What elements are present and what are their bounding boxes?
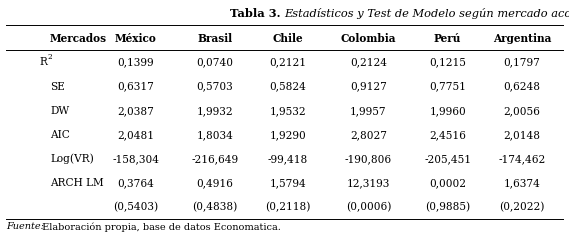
Text: 2,0148: 2,0148 — [504, 130, 541, 140]
Text: Tabla 3.: Tabla 3. — [230, 8, 284, 19]
Text: 2,4516: 2,4516 — [429, 130, 466, 140]
Text: 1,8034: 1,8034 — [196, 130, 233, 140]
Text: 0,0002: 0,0002 — [429, 178, 466, 188]
Text: 0,6248: 0,6248 — [504, 82, 541, 91]
Text: Argentina: Argentina — [493, 33, 551, 44]
Text: 0,3764: 0,3764 — [117, 178, 154, 188]
Text: 0,2121: 0,2121 — [269, 57, 306, 67]
Text: 1,9960: 1,9960 — [429, 106, 466, 116]
Text: 1,6374: 1,6374 — [504, 178, 541, 188]
Text: 2,0056: 2,0056 — [504, 106, 541, 116]
Text: Colombia: Colombia — [341, 33, 396, 44]
Text: 0,4916: 0,4916 — [196, 178, 233, 188]
Text: 2: 2 — [47, 53, 52, 61]
Text: R: R — [39, 57, 47, 67]
Text: 0,0740: 0,0740 — [196, 57, 233, 67]
Text: DW: DW — [50, 106, 69, 116]
Text: 12,3193: 12,3193 — [347, 178, 390, 188]
Text: 1,9932: 1,9932 — [196, 106, 233, 116]
Text: -216,649: -216,649 — [191, 154, 238, 164]
Text: 1,9532: 1,9532 — [269, 106, 306, 116]
Text: -99,418: -99,418 — [267, 154, 308, 164]
Text: -158,304: -158,304 — [112, 154, 159, 164]
Text: -174,462: -174,462 — [498, 154, 546, 164]
Text: Perú: Perú — [434, 33, 461, 44]
Text: 0,5824: 0,5824 — [269, 82, 306, 91]
Text: SE: SE — [50, 82, 65, 91]
Text: (0,4838): (0,4838) — [192, 202, 237, 212]
Text: 0,2124: 0,2124 — [350, 57, 387, 67]
Text: 0,7751: 0,7751 — [429, 82, 466, 91]
Text: 2,0387: 2,0387 — [117, 106, 154, 116]
Text: 1,9957: 1,9957 — [350, 106, 387, 116]
Text: (0,2022): (0,2022) — [500, 202, 545, 212]
Text: (0,2118): (0,2118) — [265, 202, 310, 212]
Text: 0,6317: 0,6317 — [117, 82, 154, 91]
Text: -205,451: -205,451 — [424, 154, 471, 164]
Text: 2,0481: 2,0481 — [117, 130, 154, 140]
Text: -190,806: -190,806 — [345, 154, 392, 164]
Text: 0,1797: 0,1797 — [504, 57, 541, 67]
Text: (0,9885): (0,9885) — [425, 202, 470, 212]
Text: Estadísticos y Test de Modelo según mercado accionario: Estadísticos y Test de Modelo según merc… — [284, 8, 569, 19]
Text: AIC: AIC — [50, 130, 70, 140]
Text: Log(VR): Log(VR) — [50, 154, 94, 164]
Text: Fuente:: Fuente: — [6, 223, 44, 231]
Text: 1,5794: 1,5794 — [269, 178, 306, 188]
Text: México: México — [114, 33, 156, 44]
Text: Mercados: Mercados — [50, 33, 107, 44]
Text: 0,9127: 0,9127 — [350, 82, 387, 91]
Text: 2,8027: 2,8027 — [350, 130, 387, 140]
Text: ARCH LM: ARCH LM — [50, 178, 104, 188]
Text: 0,1215: 0,1215 — [429, 57, 466, 67]
Text: Chile: Chile — [273, 33, 303, 44]
Text: (0,0006): (0,0006) — [346, 202, 391, 212]
Text: 0,1399: 0,1399 — [117, 57, 154, 67]
Text: 0,5703: 0,5703 — [196, 82, 233, 91]
Text: Elaboración propia, base de datos Economatica.: Elaboración propia, base de datos Econom… — [39, 222, 281, 232]
Text: Brasil: Brasil — [197, 33, 232, 44]
Text: (0,5403): (0,5403) — [113, 202, 158, 212]
Text: 1,9290: 1,9290 — [269, 130, 306, 140]
